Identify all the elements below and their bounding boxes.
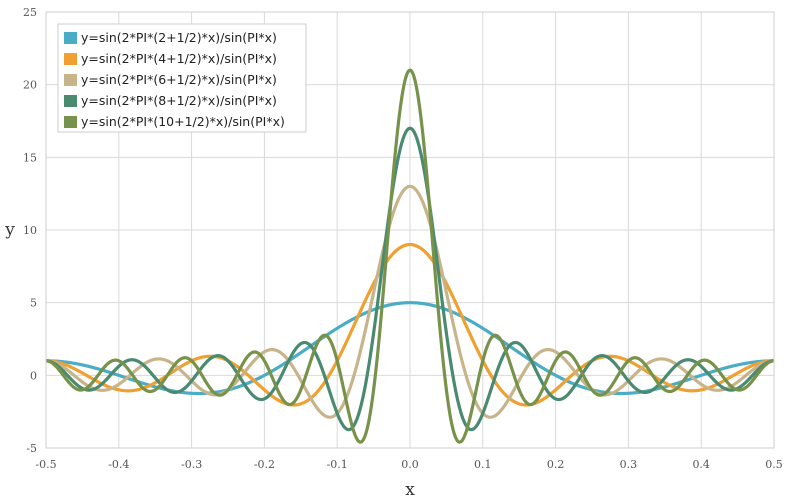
legend-swatch [64, 74, 77, 86]
legend-swatch [64, 53, 77, 65]
series-lines [45, 68, 775, 444]
y-tick-label: 20 [23, 79, 37, 92]
series-line-n8 [45, 126, 775, 432]
x-tick-label: 0.2 [547, 458, 565, 471]
x-tick-label: 0.4 [692, 458, 710, 471]
y-tick-label: 15 [23, 151, 37, 164]
series-line-n6 [45, 184, 775, 419]
y-axis-title: y [4, 220, 15, 240]
legend-swatch [64, 32, 77, 44]
x-tick-label: 0.1 [474, 458, 492, 471]
x-tick-label: 0.5 [765, 458, 783, 471]
legend: y=sin(2*PI*(2+1/2)*x)/sin(PI*x) y=sin(2*P… [57, 23, 307, 133]
x-tick-label: -0.2 [254, 458, 275, 471]
x-axis-title: x [405, 480, 415, 500]
y-tick-label: 5 [30, 297, 37, 310]
legend-box [57, 23, 307, 133]
series-line-n10 [45, 68, 775, 444]
legend-swatch [64, 95, 77, 107]
y-tick-label: 0 [30, 369, 37, 382]
legend-label: y=sin(2*PI*(10+1/2)*x)/sin(PI*x) [81, 114, 285, 129]
legend-label: y=sin(2*PI*(4+1/2)*x)/sin(PI*x) [81, 51, 277, 66]
x-tick-label: -0.1 [327, 458, 348, 471]
legend-label: y=sin(2*PI*(6+1/2)*x)/sin(PI*x) [81, 72, 277, 87]
legend-label: y=sin(2*PI*(2+1/2)*x)/sin(PI*x) [81, 30, 277, 45]
x-tick-label: -0.3 [181, 458, 202, 471]
y-tick-labels: -5 0 5 10 15 20 25 [23, 6, 37, 455]
x-tick-label: 0.3 [620, 458, 638, 471]
plot-border [45, 11, 775, 449]
y-tick-label: 10 [23, 224, 37, 237]
y-tick-label: 25 [23, 6, 37, 19]
x-tick-label: -0.5 [35, 458, 56, 471]
x-tick-labels: -0.5 -0.4 -0.3 -0.2 -0.1 0.0 0.1 0.2 0.3 0.4 0.5 [35, 458, 782, 471]
y-tick-label: -5 [26, 442, 37, 455]
x-tick-label: -0.4 [108, 458, 129, 471]
legend-label: y=sin(2*PI*(8+1/2)*x)/sin(PI*x) [81, 93, 277, 108]
legend-swatch [64, 116, 77, 128]
x-tick-label: 0.0 [401, 458, 419, 471]
